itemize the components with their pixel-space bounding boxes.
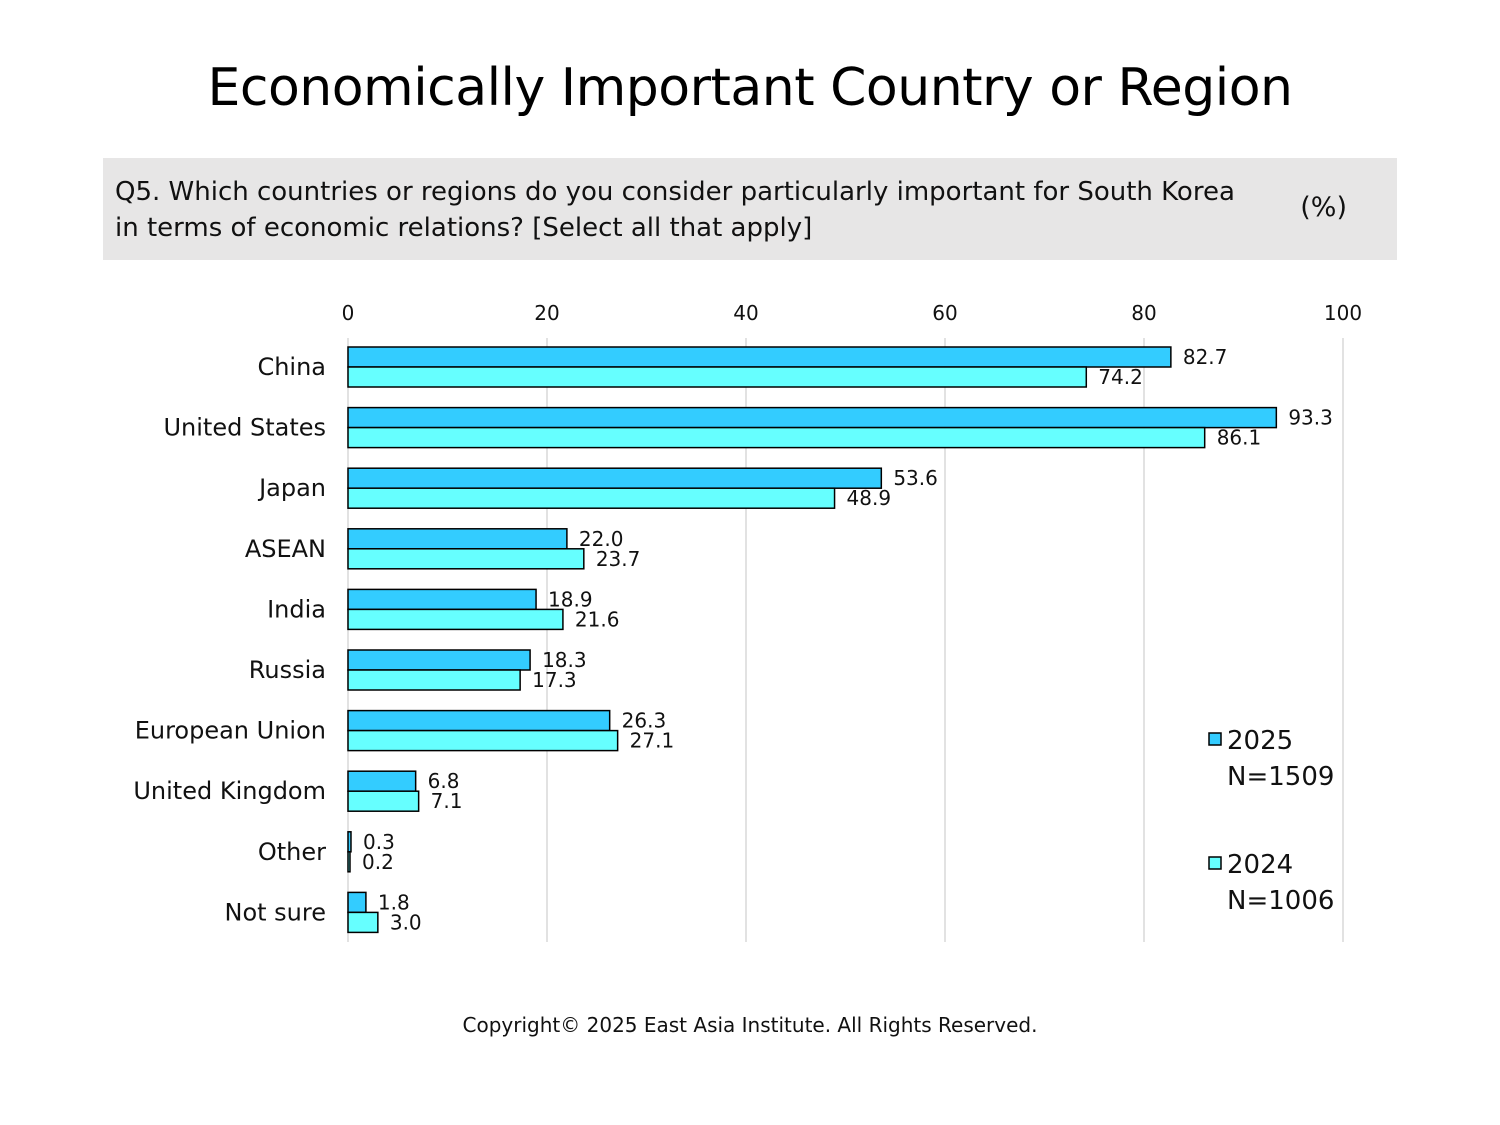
- question-text: Q5. Which countries or regions do you co…: [115, 177, 1235, 243]
- data-label: 0.3: [363, 830, 395, 854]
- data-label: 93.3: [1288, 406, 1333, 430]
- bar-2024: [347, 729, 619, 752]
- data-label: 26.3: [622, 709, 667, 733]
- category-label: United States: [163, 414, 326, 442]
- data-label: 18.3: [542, 648, 587, 672]
- bar-2025: [347, 528, 568, 550]
- x-tick-label: 80: [1131, 301, 1156, 325]
- category-label: Japan: [257, 474, 326, 502]
- bar-2024: [347, 608, 564, 631]
- bar-2024: [347, 487, 836, 509]
- x-tick-label: 100: [1324, 301, 1362, 325]
- data-label: 7.1: [431, 789, 463, 813]
- bar-2024: [347, 426, 1206, 449]
- bar-2025: [347, 346, 1172, 368]
- data-label: 1.8: [378, 890, 410, 914]
- x-tick-label: 20: [534, 301, 559, 325]
- bar-2025: [347, 406, 1278, 429]
- data-label: 17.3: [532, 668, 577, 692]
- bar-2025: [347, 649, 531, 671]
- bar-2025: [347, 831, 352, 853]
- bar-2025: [347, 588, 537, 611]
- x-tick-label: 60: [932, 301, 957, 325]
- data-label: 48.9: [847, 486, 892, 510]
- bar-2025: [347, 891, 367, 914]
- data-label: 74.2: [1098, 365, 1143, 389]
- legend-swatch-2025: [1208, 732, 1222, 746]
- x-tick-label: 0: [342, 301, 355, 325]
- category-label: ASEAN: [245, 535, 326, 563]
- category-label: Other: [258, 838, 326, 866]
- bar-2024: [347, 911, 379, 934]
- legend-label: 2025: [1227, 726, 1293, 756]
- category-label: China: [257, 353, 326, 381]
- data-label: 3.0: [390, 910, 422, 934]
- data-label: 86.1: [1217, 426, 1262, 450]
- category-label: European Union: [135, 717, 326, 745]
- data-label: 27.1: [630, 729, 675, 753]
- category-label: India: [267, 595, 326, 623]
- legend-swatch-2024: [1208, 856, 1222, 870]
- unit-label: (%): [1300, 192, 1347, 223]
- data-label: 21.6: [575, 607, 620, 631]
- bar-2025: [347, 467, 883, 489]
- bar-2024: [347, 851, 351, 873]
- bar-2024: [347, 548, 585, 570]
- bar-chart: 0 20 40 60 80 100 China 82.7 74.2 United States 93…: [133, 301, 1362, 942]
- bar-2024: [347, 669, 521, 691]
- data-label: 23.7: [596, 547, 641, 571]
- category-label: Not sure: [225, 898, 327, 926]
- data-label: 6.8: [428, 769, 460, 793]
- data-label: 18.9: [548, 587, 593, 611]
- legend-sample-size: N=1509: [1227, 762, 1334, 792]
- bar-2025: [347, 709, 611, 732]
- bar-2024: [347, 790, 420, 812]
- data-label: 82.7: [1183, 345, 1228, 369]
- bar-2025: [347, 770, 417, 792]
- data-label: 0.2: [362, 850, 394, 874]
- copyright-notice: Copyright© 2025 East Asia Institute. All…: [462, 1013, 1038, 1037]
- category-label: Russia: [249, 656, 326, 684]
- x-tick-label: 40: [733, 301, 758, 325]
- legend-sample-size: N=1006: [1227, 886, 1334, 916]
- legend-label: 2024: [1227, 850, 1293, 880]
- bar-2024: [347, 366, 1088, 388]
- data-label: 53.6: [893, 466, 938, 490]
- question-box: Q5. Which countries or regions do you co…: [103, 158, 1397, 260]
- category-label: United Kingdom: [133, 777, 326, 805]
- page-title: Economically Important Country or Region: [207, 58, 1293, 118]
- data-label: 22.0: [579, 527, 624, 551]
